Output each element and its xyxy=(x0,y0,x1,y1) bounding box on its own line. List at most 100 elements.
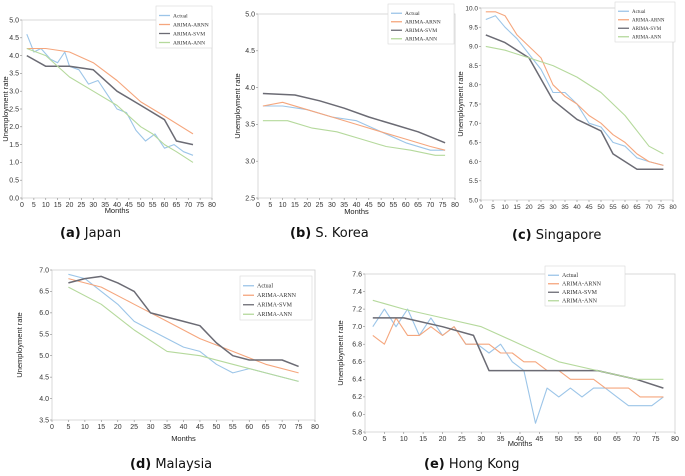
y-tick-label: 0.5 xyxy=(9,178,19,185)
y-tick-label: 6.0 xyxy=(39,310,49,317)
x-tick-label: 0 xyxy=(50,424,54,431)
x-tick-label: 45 xyxy=(365,202,373,209)
caption-title: Hong Kong xyxy=(448,457,520,472)
y-tick-label: 5.0 xyxy=(9,17,19,24)
legend-label-actual: Actual xyxy=(632,10,646,15)
x-tick-label: 80 xyxy=(669,204,677,211)
y-tick-label: 8.0 xyxy=(469,82,478,89)
chart-hong-kong: 0 5 10 15 20 25 30 35 40 45 50 55 60 65 70 75 80 5.8 6.0 6.… xyxy=(336,265,679,448)
series-line-actual xyxy=(485,15,664,166)
x-tick-label: 20 xyxy=(114,424,122,431)
x-tick-label: 80 xyxy=(451,202,459,209)
x-tick-label: 60 xyxy=(621,204,629,211)
series-line-actual xyxy=(372,308,664,424)
x-tick-label: 10 xyxy=(279,202,287,209)
x-tick-label: 75 xyxy=(652,436,660,443)
y-tick-label: 4.0 xyxy=(9,53,19,60)
y-tick-label: 3.5 xyxy=(245,122,255,129)
caption-hong-kong: (e) Hong Kong xyxy=(424,457,520,472)
x-tick-label: 30 xyxy=(549,204,557,211)
y-axis-label: Unemployment rate xyxy=(336,320,345,385)
caption-label: (a) xyxy=(60,226,81,241)
y-tick-label: 9.0 xyxy=(469,44,478,51)
x-tick-label: 70 xyxy=(184,202,192,209)
y-tick-label: 6.0 xyxy=(352,412,362,419)
caption-title: Malaysia xyxy=(155,457,213,472)
series-line-arima-arnn xyxy=(485,11,664,166)
x-tick-label: 25 xyxy=(130,424,138,431)
x-tick-label: 5 xyxy=(268,202,272,209)
x-axis-label: Months xyxy=(508,439,533,448)
x-tick-label: 30 xyxy=(328,202,336,209)
x-tick-label: 55 xyxy=(609,204,617,211)
y-tick-label: 5.5 xyxy=(39,332,49,339)
x-tick-label: 15 xyxy=(54,202,62,209)
legend-label-arima-arnn: ARIMA-ARNN xyxy=(173,22,209,28)
series-line-actual xyxy=(26,33,194,156)
y-tick-label: 6.5 xyxy=(39,289,49,296)
legend-label-arima-svm: ARIMA-SVM xyxy=(257,303,293,309)
series-line-arima-ann xyxy=(26,47,194,163)
legend-label-actual: Actual xyxy=(405,11,420,17)
caption-title: Singapore xyxy=(535,228,602,243)
x-tick-label: 25 xyxy=(77,202,85,209)
y-axis-label: Unemployment rate xyxy=(456,71,465,136)
x-tick-label: 40 xyxy=(516,436,524,443)
x-axis-label: Months xyxy=(105,206,130,215)
y-tick-label: 5.8 xyxy=(352,429,362,436)
x-tick-label: 35 xyxy=(497,436,505,443)
x-tick-label: 0 xyxy=(20,202,24,209)
x-tick-label: 35 xyxy=(101,202,109,209)
x-tick-label: 80 xyxy=(208,202,216,209)
y-tick-label: 5.0 xyxy=(245,11,255,18)
x-tick-label: 10 xyxy=(400,436,408,443)
x-tick-label: 25 xyxy=(458,436,466,443)
x-tick-label: 60 xyxy=(594,436,602,443)
series-line-arima-svm xyxy=(26,54,194,146)
x-tick-label: 35 xyxy=(561,204,569,211)
legend-box xyxy=(544,265,626,307)
x-tick-label: 60 xyxy=(402,202,410,209)
legend-label-arima-ann: ARIMA-ANN xyxy=(257,312,293,318)
y-tick-label: 9.5 xyxy=(469,25,478,32)
x-tick-label: 50 xyxy=(137,202,145,209)
y-tick-label: 0.0 xyxy=(9,195,19,202)
x-tick-label: 55 xyxy=(390,202,398,209)
x-tick-label: 40 xyxy=(353,202,361,209)
x-tick-label: 65 xyxy=(633,204,641,211)
x-tick-label: 15 xyxy=(291,202,299,209)
x-tick-label: 45 xyxy=(125,202,133,209)
legend-label-arima-ann: ARIMA-ANN xyxy=(173,40,205,46)
x-tick-label: 75 xyxy=(196,202,204,209)
legend-label-arima-svm: ARIMA-SVM xyxy=(632,27,662,32)
legend-label-arima-svm: ARIMA-SVM xyxy=(562,290,598,296)
caption-label: (c) xyxy=(512,228,532,243)
x-tick-label: 80 xyxy=(311,424,319,431)
legend-box xyxy=(239,275,313,321)
y-tick-label: 6.6 xyxy=(352,359,362,366)
y-tick-label: 8.5 xyxy=(469,63,478,70)
y-tick-label: 2.5 xyxy=(9,106,19,113)
y-tick-label: 4.0 xyxy=(245,85,255,92)
x-tick-label: 5 xyxy=(66,424,70,431)
x-tick-label: 60 xyxy=(245,424,253,431)
series-line-arima-ann xyxy=(68,286,299,382)
series-line-arima-svm xyxy=(262,92,446,144)
x-tick-label: 70 xyxy=(278,424,286,431)
y-tick-label: 3.5 xyxy=(39,417,49,424)
x-tick-label: 10 xyxy=(81,424,89,431)
y-tick-label: 5.0 xyxy=(39,353,49,360)
y-tick-label: 3.5 xyxy=(9,71,19,78)
legend-label-arima-arnn: ARIMA-ARNN xyxy=(632,19,665,24)
x-tick-label: 25 xyxy=(537,204,545,211)
x-tick-label: 0 xyxy=(256,202,260,209)
x-tick-label: 45 xyxy=(196,424,204,431)
y-tick-label: 1.5 xyxy=(9,142,19,149)
x-tick-label: 15 xyxy=(97,424,105,431)
caption-label: (e) xyxy=(424,457,445,472)
y-tick-label: 7.0 xyxy=(39,267,49,274)
x-tick-label: 80 xyxy=(671,436,679,443)
x-tick-label: 10 xyxy=(501,204,509,211)
legend-label-arima-svm: ARIMA-SVM xyxy=(173,31,205,37)
x-tick-label: 50 xyxy=(212,424,220,431)
